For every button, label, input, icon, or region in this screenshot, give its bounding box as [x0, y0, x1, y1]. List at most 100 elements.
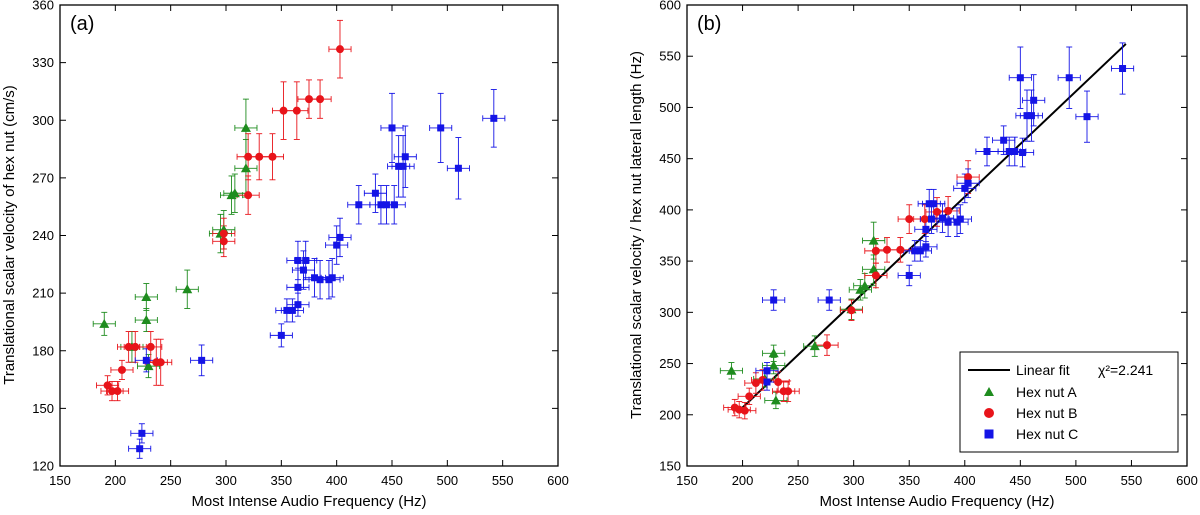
data-point-b: [108, 387, 117, 396]
y-tick-label: 500: [659, 100, 681, 115]
linear-fit-line: [739, 43, 1127, 411]
legend: Linear fit χ²=2.241 Hex nut A Hex nut B …: [959, 351, 1179, 453]
data-point-b: [117, 365, 126, 374]
data-point-b: [146, 342, 155, 351]
data-point-b: [896, 245, 905, 254]
x-tick-label: 350: [270, 473, 292, 488]
data-point-b: [113, 387, 122, 396]
data-point-c: [336, 233, 344, 241]
data-point-b: [316, 95, 325, 104]
data-point-b: [871, 246, 880, 255]
panel-a-ticks: 150 200 250 300 350 400 450 500 550 6001201501802…: [32, 0, 569, 488]
data-point-b: [279, 106, 288, 115]
data-point-a: [99, 318, 110, 328]
y-tick-label: 270: [32, 170, 54, 185]
data-point-c: [922, 225, 930, 233]
y-tick-label: 240: [32, 228, 54, 243]
data-point-c: [302, 256, 310, 264]
y-tick-label: 300: [659, 305, 681, 320]
x-tick-label: 500: [436, 473, 458, 488]
data-point-c: [905, 271, 913, 279]
data-point-b: [255, 152, 264, 161]
data-point-c: [388, 124, 396, 132]
data-point-a: [768, 360, 779, 370]
data-point-c: [770, 296, 778, 304]
data-point-a: [141, 315, 152, 325]
data-point-b: [774, 377, 783, 386]
data-point-a: [809, 341, 820, 351]
y-tick-label: 550: [659, 49, 681, 64]
data-point-c: [395, 162, 403, 170]
legend-swatch-hex-nut-b: [984, 408, 994, 418]
y-tick-label: 250: [659, 356, 681, 371]
data-point-a: [143, 361, 154, 371]
legend-fit-chi2: χ²=2.241: [1098, 362, 1153, 378]
data-point-b: [219, 237, 228, 246]
data-point-b: [131, 342, 140, 351]
y-tick-label: 600: [659, 0, 681, 13]
panel-b-x-axis-label: Most Intense Audio Frequency (Hz): [819, 493, 1054, 510]
data-point-c: [961, 184, 969, 192]
data-point-c: [1019, 149, 1027, 157]
data-point-b: [944, 206, 953, 215]
x-tick-label: 550: [1121, 473, 1143, 488]
legend-box: [959, 351, 1179, 453]
data-point-a: [726, 365, 737, 375]
data-point-b: [219, 229, 228, 238]
data-point-c: [1005, 147, 1013, 155]
panel-b-ticks: 150 200 250 300 350 400 450 500 550 600 150 200 250 3…: [659, 0, 1198, 488]
data-point-c: [142, 356, 150, 364]
y-tick-label: 330: [32, 55, 54, 70]
y-tick-label: 180: [32, 343, 54, 358]
legend-fit-label: Linear fit: [1016, 362, 1070, 378]
data-point-c: [956, 215, 964, 223]
y-tick-label: 210: [32, 286, 54, 301]
data-point-b: [268, 152, 277, 161]
x-tick-label: 350: [898, 473, 920, 488]
x-tick-label: 550: [492, 473, 514, 488]
data-point-a: [229, 188, 240, 198]
data-point-a: [859, 280, 870, 290]
data-point-c: [1119, 65, 1127, 73]
data-point-c: [1065, 74, 1073, 82]
data-point-a: [855, 284, 866, 294]
data-point-c: [944, 218, 952, 226]
x-tick-label: 600: [547, 473, 569, 488]
data-point-c: [964, 179, 972, 187]
x-tick-label: 200: [732, 473, 754, 488]
data-point-c: [316, 276, 324, 284]
data-point-c: [1030, 96, 1038, 104]
panel-a-y-axis-label: Translational scalar velocity of hex nut…: [1, 85, 18, 385]
y-tick-label: 450: [659, 151, 681, 166]
panel-b-label: (b): [697, 13, 721, 35]
data-point-c: [939, 214, 947, 222]
data-point-c: [355, 201, 363, 209]
data-point-c: [198, 356, 206, 364]
data-point-c: [377, 201, 385, 209]
data-point-b: [103, 381, 112, 390]
y-tick-label: 200: [659, 407, 681, 422]
data-point-c: [763, 378, 771, 386]
x-tick-label: 150: [49, 473, 71, 488]
data-point-b: [244, 191, 253, 200]
data-point-c: [1023, 112, 1031, 120]
data-point-a: [240, 122, 251, 132]
data-point-c: [277, 331, 285, 339]
data-point-c: [390, 201, 398, 209]
data-point-b: [964, 173, 973, 182]
data-point-a: [868, 235, 879, 245]
data-point-c: [299, 266, 307, 274]
data-point-c: [1000, 136, 1008, 144]
data-point-c: [136, 445, 144, 453]
data-point-b: [292, 106, 301, 115]
x-tick-label: 450: [1009, 473, 1031, 488]
panel-a: (a) 150 200 250 300 350 400 450 500 550 600120150…: [1, 0, 569, 510]
panel-a-points: [99, 45, 498, 453]
data-point-c: [328, 274, 336, 282]
legend-label-hex-nut-c: Hex nut C: [1016, 426, 1078, 442]
data-point-c: [382, 201, 390, 209]
data-point-c: [911, 247, 919, 255]
legend-label-hex-nut-b: Hex nut B: [1016, 405, 1077, 421]
data-point-c: [925, 200, 933, 208]
